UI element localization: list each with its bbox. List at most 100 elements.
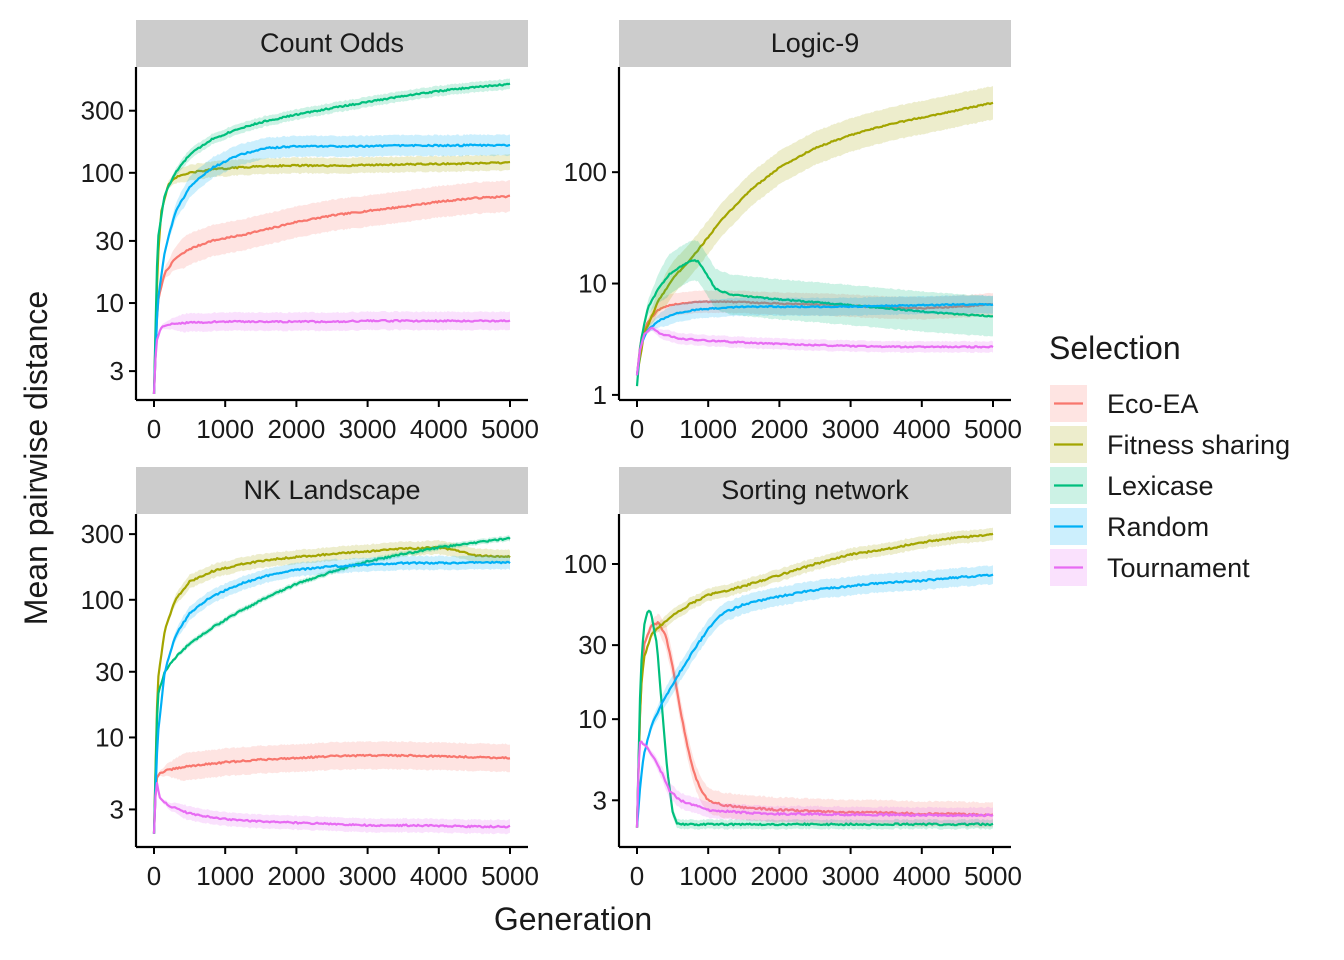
x-tick-label: 2000 [267, 861, 325, 891]
facet-strip [136, 20, 528, 67]
y-tick-label: 100 [81, 158, 124, 188]
x-tick-label: 2000 [267, 414, 325, 444]
confidence-ribbon [637, 613, 993, 829]
legend-label: Eco-EA [1107, 389, 1199, 419]
y-tick-label: 3 [110, 356, 124, 386]
series-fitness-sharing [635, 527, 994, 828]
legend-label: Tournament [1107, 553, 1250, 583]
series-fitness-sharing [152, 154, 511, 395]
facet-title: Logic-9 [771, 28, 860, 58]
x-tick-label: 0 [147, 414, 161, 444]
x-tick-label: 5000 [481, 414, 539, 444]
series-line [152, 560, 511, 834]
x-tick-label: 4000 [410, 861, 468, 891]
series-tournament [635, 740, 994, 828]
facet-strip [136, 467, 528, 514]
series-eco-ea [152, 180, 511, 395]
series-line [635, 609, 994, 828]
series-line [635, 573, 994, 828]
series-lexicase [635, 609, 994, 830]
series-lexicase [152, 535, 511, 834]
x-tick-label: 1000 [679, 414, 737, 444]
y-tick-label: 10 [95, 722, 124, 752]
x-tick-label: 3000 [822, 861, 880, 891]
series-line [152, 160, 511, 395]
series-line [635, 302, 994, 376]
legend: Selection Eco-EA Fitness sharing Lexicase R… [1049, 330, 1290, 586]
x-tick-label: 0 [147, 861, 161, 891]
x-tick-label: 3000 [339, 861, 397, 891]
x-tick-label: 2000 [750, 414, 808, 444]
legend-item-random: Random [1050, 508, 1209, 545]
facet-title: NK Landscape [243, 475, 420, 505]
series-line [635, 327, 994, 376]
legend-label: Fitness sharing [1107, 430, 1290, 460]
series-eco-ea [152, 741, 511, 834]
facet-title: Sorting network [721, 475, 909, 505]
y-tick-label: 10 [578, 269, 607, 299]
series-line [635, 621, 994, 828]
series-tournament [152, 311, 511, 395]
y-tick-label: 300 [81, 96, 124, 126]
y-tick-label: 30 [95, 226, 124, 256]
legend-item-tournament: Tournament [1050, 549, 1250, 586]
y-tick-label: 10 [578, 704, 607, 734]
confidence-ribbon [154, 311, 510, 394]
series-line [152, 194, 511, 395]
x-tick-label: 5000 [964, 414, 1022, 444]
confidence-ribbon [154, 539, 510, 834]
confidence-ribbon [154, 741, 510, 834]
series-lexicase [152, 78, 511, 395]
series-line [635, 740, 994, 828]
x-tick-label: 5000 [481, 861, 539, 891]
confidence-ribbon [637, 325, 993, 376]
x-tick-label: 1000 [196, 861, 254, 891]
x-tick-label: 4000 [410, 414, 468, 444]
confidence-ribbon [154, 180, 510, 394]
series-fitness-sharing [635, 86, 994, 376]
series-eco-ea [635, 290, 994, 376]
x-tick-label: 0 [630, 861, 644, 891]
series-lexicase [635, 240, 994, 387]
facet-title: Count Odds [260, 28, 404, 58]
legend-item-fitness-sharing: Fitness sharing [1050, 426, 1290, 463]
confidence-ribbon [637, 240, 993, 387]
y-tick-label: 3 [110, 794, 124, 824]
x-tick-label: 4000 [893, 414, 951, 444]
series-line [152, 545, 511, 834]
x-tick-label: 5000 [964, 861, 1022, 891]
series-line [635, 101, 994, 376]
series-line [152, 536, 511, 834]
confidence-ribbon [637, 740, 993, 828]
facet-strip [619, 20, 1011, 67]
x-tick-label: 0 [630, 414, 644, 444]
series-line [152, 782, 511, 834]
series-line [635, 532, 994, 828]
confidence-ribbon [637, 295, 993, 376]
y-tick-label: 300 [81, 519, 124, 549]
confidence-ribbon [154, 554, 510, 834]
x-tick-label: 4000 [893, 861, 951, 891]
y-tick-label: 1 [593, 380, 607, 410]
x-tick-label: 1000 [196, 414, 254, 444]
series-line [152, 319, 511, 395]
y-tick-label: 30 [95, 657, 124, 687]
x-tick-label: 1000 [679, 861, 737, 891]
y-tick-label: 100 [81, 585, 124, 615]
series-eco-ea [635, 613, 994, 829]
legend-label: Random [1107, 512, 1209, 542]
x-tick-label: 3000 [822, 414, 880, 444]
series-line [152, 143, 511, 395]
series-tournament [635, 325, 994, 376]
legend-label: Lexicase [1107, 471, 1214, 501]
series-random [635, 565, 994, 828]
series-random [152, 554, 511, 834]
x-tick-label: 3000 [339, 414, 397, 444]
confidence-ribbon [637, 86, 993, 376]
y-tick-label: 3 [593, 785, 607, 815]
confidence-ribbon [154, 154, 510, 394]
